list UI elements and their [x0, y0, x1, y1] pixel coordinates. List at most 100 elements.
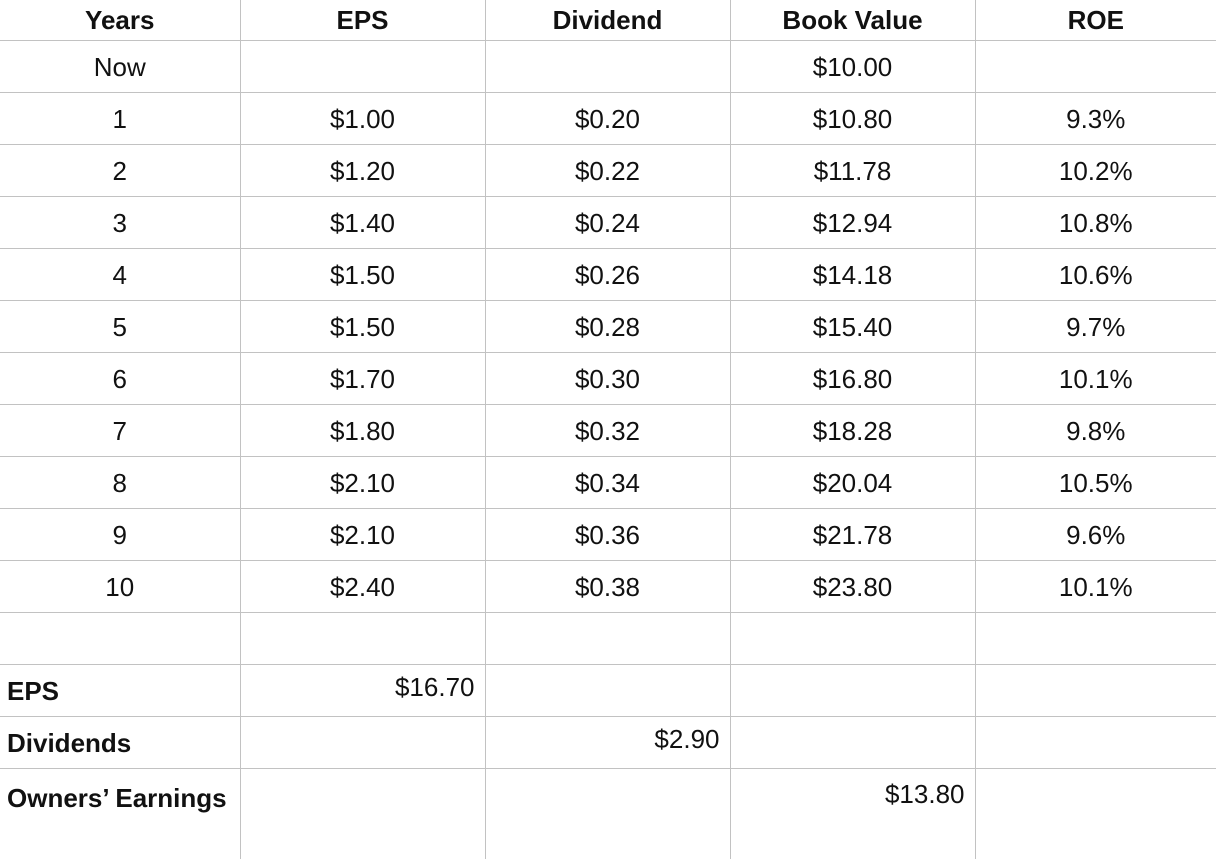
- cell-roe[interactable]: 9.3%: [975, 93, 1216, 145]
- empty-cell[interactable]: [730, 665, 975, 717]
- cell-book-value[interactable]: $12.94: [730, 197, 975, 249]
- cell-dividend[interactable]: $0.32: [485, 405, 730, 457]
- cell-year[interactable]: 4: [0, 249, 240, 301]
- summary-row-dividends: Dividends $2.90: [0, 717, 1216, 769]
- cell-dividend[interactable]: $0.28: [485, 301, 730, 353]
- summary-eps-label[interactable]: EPS: [0, 665, 240, 717]
- cell-book-value[interactable]: $15.40: [730, 301, 975, 353]
- table-row: 7 $1.80 $0.32 $18.28 9.8%: [0, 405, 1216, 457]
- summary-row-eps: EPS $16.70: [0, 665, 1216, 717]
- empty-cell[interactable]: [485, 665, 730, 717]
- cell-book-value[interactable]: $10.00: [730, 41, 975, 93]
- cell-book-value[interactable]: $18.28: [730, 405, 975, 457]
- empty-cell[interactable]: [975, 613, 1216, 665]
- cell-dividend[interactable]: $0.24: [485, 197, 730, 249]
- empty-cell[interactable]: [975, 717, 1216, 769]
- summary-row-owners-earnings: Owners’ Earnings $13.80: [0, 769, 1216, 859]
- cell-dividend[interactable]: $0.38: [485, 561, 730, 613]
- table-row: 9 $2.10 $0.36 $21.78 9.6%: [0, 509, 1216, 561]
- header-row: Years EPS Dividend Book Value ROE: [0, 0, 1216, 41]
- summary-owners-earnings-label[interactable]: Owners’ Earnings: [0, 769, 240, 859]
- cell-eps[interactable]: $1.70: [240, 353, 485, 405]
- table-row: 5 $1.50 $0.28 $15.40 9.7%: [0, 301, 1216, 353]
- cell-book-value[interactable]: $16.80: [730, 353, 975, 405]
- header-book-value[interactable]: Book Value: [730, 0, 975, 41]
- cell-roe[interactable]: 10.6%: [975, 249, 1216, 301]
- cell-roe[interactable]: 10.8%: [975, 197, 1216, 249]
- cell-roe[interactable]: 9.7%: [975, 301, 1216, 353]
- cell-year[interactable]: 7: [0, 405, 240, 457]
- empty-cell[interactable]: [975, 769, 1216, 859]
- cell-book-value[interactable]: $11.78: [730, 145, 975, 197]
- cell-roe[interactable]: [975, 41, 1216, 93]
- cell-eps[interactable]: $1.50: [240, 301, 485, 353]
- cell-year[interactable]: 5: [0, 301, 240, 353]
- header-dividend[interactable]: Dividend: [485, 0, 730, 41]
- cell-year[interactable]: 10: [0, 561, 240, 613]
- cell-roe[interactable]: 10.1%: [975, 353, 1216, 405]
- cell-dividend[interactable]: $0.30: [485, 353, 730, 405]
- cell-dividend[interactable]: $0.34: [485, 457, 730, 509]
- cell-roe[interactable]: 10.5%: [975, 457, 1216, 509]
- cell-eps[interactable]: $2.10: [240, 457, 485, 509]
- empty-cell[interactable]: [0, 613, 240, 665]
- table-row: 8 $2.10 $0.34 $20.04 10.5%: [0, 457, 1216, 509]
- cell-eps[interactable]: $1.40: [240, 197, 485, 249]
- summary-dividends-cell[interactable]: $2.90: [485, 717, 730, 769]
- header-years[interactable]: Years: [0, 0, 240, 41]
- cell-eps[interactable]: $1.00: [240, 93, 485, 145]
- cell-dividend[interactable]: $0.22: [485, 145, 730, 197]
- empty-cell[interactable]: [730, 717, 975, 769]
- empty-cell[interactable]: [485, 613, 730, 665]
- cell-dividend[interactable]: $0.20: [485, 93, 730, 145]
- cell-eps[interactable]: $1.50: [240, 249, 485, 301]
- cell-roe[interactable]: 9.6%: [975, 509, 1216, 561]
- empty-cell[interactable]: [975, 665, 1216, 717]
- cell-eps[interactable]: $1.80: [240, 405, 485, 457]
- cell-year[interactable]: Now: [0, 41, 240, 93]
- table-row: 1 $1.00 $0.20 $10.80 9.3%: [0, 93, 1216, 145]
- cell-eps[interactable]: $2.10: [240, 509, 485, 561]
- table-row: 4 $1.50 $0.26 $14.18 10.6%: [0, 249, 1216, 301]
- cell-roe[interactable]: 9.8%: [975, 405, 1216, 457]
- summary-eps-total: $16.70: [395, 672, 475, 702]
- cell-eps[interactable]: $1.20: [240, 145, 485, 197]
- cell-year[interactable]: 2: [0, 145, 240, 197]
- cell-eps[interactable]: $2.40: [240, 561, 485, 613]
- cell-year[interactable]: 6: [0, 353, 240, 405]
- empty-cell[interactable]: [240, 769, 485, 859]
- summary-eps-cell[interactable]: $16.70: [240, 665, 485, 717]
- cell-book-value[interactable]: $14.18: [730, 249, 975, 301]
- cell-roe[interactable]: 10.2%: [975, 145, 1216, 197]
- cell-year[interactable]: 8: [0, 457, 240, 509]
- empty-cell[interactable]: [485, 769, 730, 859]
- cell-dividend[interactable]: $0.36: [485, 509, 730, 561]
- table-row: 6 $1.70 $0.30 $16.80 10.1%: [0, 353, 1216, 405]
- summary-owners-earnings-total[interactable]: $13.80: [730, 769, 975, 859]
- cell-book-value[interactable]: $20.04: [730, 457, 975, 509]
- header-eps[interactable]: EPS: [240, 0, 485, 41]
- table-row: 10 $2.40 $0.38 $23.80 10.1%: [0, 561, 1216, 613]
- cell-year[interactable]: 3: [0, 197, 240, 249]
- cell-dividend[interactable]: $0.26: [485, 249, 730, 301]
- header-roe[interactable]: ROE: [975, 0, 1216, 41]
- empty-cell[interactable]: [240, 717, 485, 769]
- cell-book-value[interactable]: $10.80: [730, 93, 975, 145]
- summary-dividends-total: $2.90: [654, 724, 719, 754]
- summary-dividends-label[interactable]: Dividends: [0, 717, 240, 769]
- cell-roe[interactable]: 10.1%: [975, 561, 1216, 613]
- cell-year[interactable]: 1: [0, 93, 240, 145]
- cell-book-value[interactable]: $23.80: [730, 561, 975, 613]
- table-row: Now $10.00: [0, 41, 1216, 93]
- empty-cell[interactable]: [240, 613, 485, 665]
- cell-dividend[interactable]: [485, 41, 730, 93]
- cell-year[interactable]: 9: [0, 509, 240, 561]
- cell-eps[interactable]: [240, 41, 485, 93]
- empty-row: [0, 613, 1216, 665]
- table-row: 2 $1.20 $0.22 $11.78 10.2%: [0, 145, 1216, 197]
- table-row: 3 $1.40 $0.24 $12.94 10.8%: [0, 197, 1216, 249]
- cell-book-value[interactable]: $21.78: [730, 509, 975, 561]
- empty-cell[interactable]: [730, 613, 975, 665]
